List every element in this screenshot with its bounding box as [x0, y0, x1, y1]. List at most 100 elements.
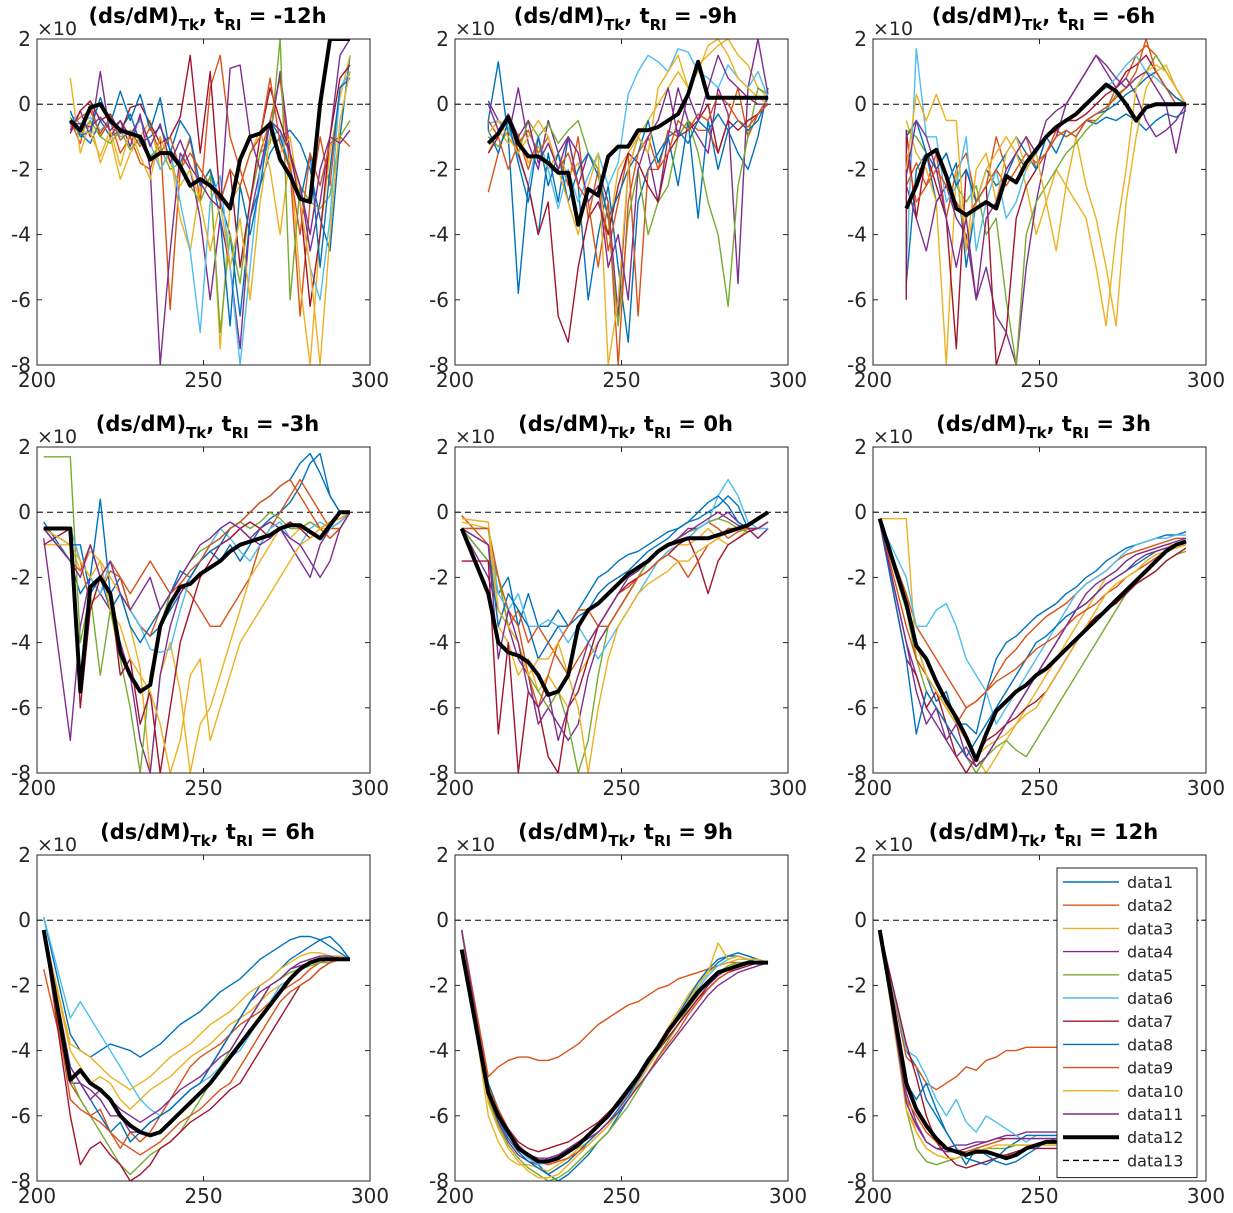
legend-box [1056, 867, 1198, 1179]
series-data7 [461, 521, 769, 773]
series-group [37, 39, 370, 365]
y-tick-label: -2 [429, 565, 449, 589]
series-data11 [70, 64, 351, 236]
y-tick-label: -4 [847, 223, 867, 247]
panel-title: (ds/dM)Tk, tRI = -3h [96, 412, 320, 442]
y-exponent-label: ×10 [873, 18, 913, 40]
x-tick-label: 300 [351, 1184, 389, 1208]
y-tick-label: -2 [11, 565, 31, 589]
x-tick-label: 200 [436, 776, 474, 800]
series-data12 [459, 949, 768, 1164]
x-tick-label: 250 [184, 776, 222, 800]
y-exponent-label: ×10 [455, 426, 495, 448]
y-tick-label: -6 [847, 1104, 867, 1128]
series-data7 [487, 103, 769, 343]
plot-area [37, 855, 370, 1181]
x-tick-label: 300 [1187, 1184, 1225, 1208]
x-tick-label: 300 [351, 776, 389, 800]
y-exponent-label: ×10 [873, 426, 913, 448]
legend-label-data2: data2 [1127, 896, 1173, 915]
y-tick-label: 2 [436, 435, 449, 459]
series-data10 [43, 929, 351, 1091]
y-tick-label: -8 [11, 353, 31, 377]
series-data10 [905, 64, 1187, 327]
series-data12 [459, 510, 770, 697]
legend-label-data10: data10 [1127, 1082, 1183, 1101]
x-tick-label: 200 [18, 368, 56, 392]
y-exponent-label: ×10 [455, 834, 495, 856]
y-tick-label: -4 [11, 1039, 31, 1063]
x-tick-label: 250 [602, 1184, 640, 1208]
series-data7 [879, 521, 1187, 773]
y-tick-label: -8 [847, 761, 867, 785]
y-tick-label: -4 [847, 631, 867, 655]
y-tick-label: -4 [429, 1039, 449, 1063]
x-tick-label: 300 [769, 776, 807, 800]
series-data12 [877, 518, 1187, 762]
series-data12 [43, 510, 350, 694]
series-data2 [69, 54, 351, 317]
plot-area [455, 855, 788, 1181]
panel-title: (ds/dM)Tk, tRI = 3h [936, 412, 1151, 442]
plot-area [455, 447, 788, 773]
y-tick-label: -8 [847, 1169, 867, 1193]
series-group [455, 919, 788, 1181]
legend-label-data4: data4 [1127, 943, 1173, 962]
legend-label-data9: data9 [1127, 1059, 1173, 1078]
series-data11 [487, 54, 768, 301]
series-data1 [43, 916, 351, 1058]
y-tick-label: 0 [18, 92, 31, 116]
series-group [455, 39, 788, 365]
series-data1 [487, 61, 769, 343]
y-tick-label: -4 [847, 1039, 867, 1063]
series-data5 [69, 39, 351, 334]
x-tick-label: 250 [1020, 776, 1058, 800]
plot-area [873, 447, 1206, 773]
panel-title: (ds/dM)Tk, tRI = -12h [88, 4, 326, 34]
legend-label-data1: data1 [1127, 873, 1173, 892]
y-tick-label: -4 [429, 631, 449, 655]
legend-label-data3: data3 [1127, 919, 1173, 938]
y-exponent-label: ×10 [455, 18, 495, 40]
x-tick-label: 200 [18, 776, 56, 800]
y-tick-label: -2 [429, 157, 449, 181]
y-tick-label: -8 [429, 353, 449, 377]
y-tick-label: 0 [436, 500, 449, 524]
y-tick-label: -2 [847, 157, 867, 181]
series-group [873, 511, 1206, 773]
x-tick-label: 200 [436, 368, 474, 392]
y-exponent-label: ×10 [37, 18, 77, 40]
y-exponent-label: ×10 [37, 426, 77, 448]
y-tick-label: -6 [429, 696, 449, 720]
y-tick-label: -8 [11, 1169, 31, 1193]
y-tick-label: -2 [11, 157, 31, 181]
x-tick-label: 250 [1020, 368, 1058, 392]
y-exponent-label: ×10 [873, 834, 913, 856]
y-tick-label: 0 [18, 908, 31, 932]
x-tick-label: 250 [602, 368, 640, 392]
x-tick-label: 200 [854, 1184, 892, 1208]
series-data10 [879, 521, 1187, 758]
series-data8 [461, 495, 769, 660]
y-tick-label: -6 [11, 1104, 31, 1128]
series-data10 [69, 71, 351, 365]
y-tick-label: -6 [429, 1104, 449, 1128]
legend-label-data8: data8 [1127, 1035, 1173, 1054]
series-data11 [905, 54, 1187, 301]
series-data11 [43, 511, 351, 611]
y-tick-label: -8 [11, 761, 31, 785]
y-tick-label: 2 [854, 27, 867, 51]
y-tick-label: 0 [854, 500, 867, 524]
y-tick-label: -2 [847, 565, 867, 589]
legend-label-data11: data11 [1127, 1105, 1183, 1124]
panel-title: (ds/dM)Tk, tRI = -6h [932, 4, 1156, 34]
series-data11 [879, 521, 1187, 768]
panel-title: (ds/dM)Tk, tRI = 6h [100, 820, 315, 850]
